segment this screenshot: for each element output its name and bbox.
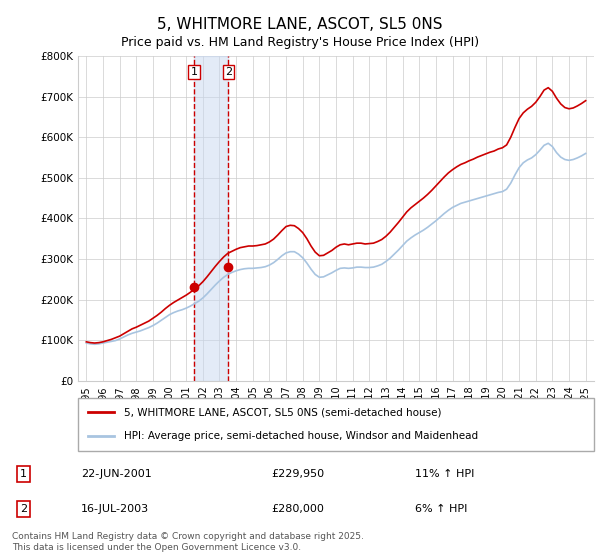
Text: 16-JUL-2003: 16-JUL-2003 — [81, 504, 149, 514]
Text: £229,950: £229,950 — [271, 469, 325, 479]
Text: 6% ↑ HPI: 6% ↑ HPI — [415, 504, 467, 514]
Text: HPI: Average price, semi-detached house, Windsor and Maidenhead: HPI: Average price, semi-detached house,… — [124, 431, 479, 441]
Text: 2: 2 — [225, 67, 232, 77]
Text: 11% ↑ HPI: 11% ↑ HPI — [415, 469, 475, 479]
Text: 1: 1 — [20, 469, 27, 479]
Text: Contains HM Land Registry data © Crown copyright and database right 2025.
This d: Contains HM Land Registry data © Crown c… — [12, 532, 364, 552]
Text: 5, WHITMORE LANE, ASCOT, SL5 0NS (semi-detached house): 5, WHITMORE LANE, ASCOT, SL5 0NS (semi-d… — [124, 408, 442, 418]
Text: Price paid vs. HM Land Registry's House Price Index (HPI): Price paid vs. HM Land Registry's House … — [121, 36, 479, 49]
Text: 2: 2 — [20, 504, 27, 514]
Text: £280,000: £280,000 — [271, 504, 324, 514]
Text: 1: 1 — [191, 67, 197, 77]
FancyBboxPatch shape — [78, 398, 594, 451]
Bar — [194, 56, 229, 381]
Text: 5, WHITMORE LANE, ASCOT, SL5 0NS: 5, WHITMORE LANE, ASCOT, SL5 0NS — [157, 17, 443, 32]
Text: 22-JUN-2001: 22-JUN-2001 — [81, 469, 152, 479]
